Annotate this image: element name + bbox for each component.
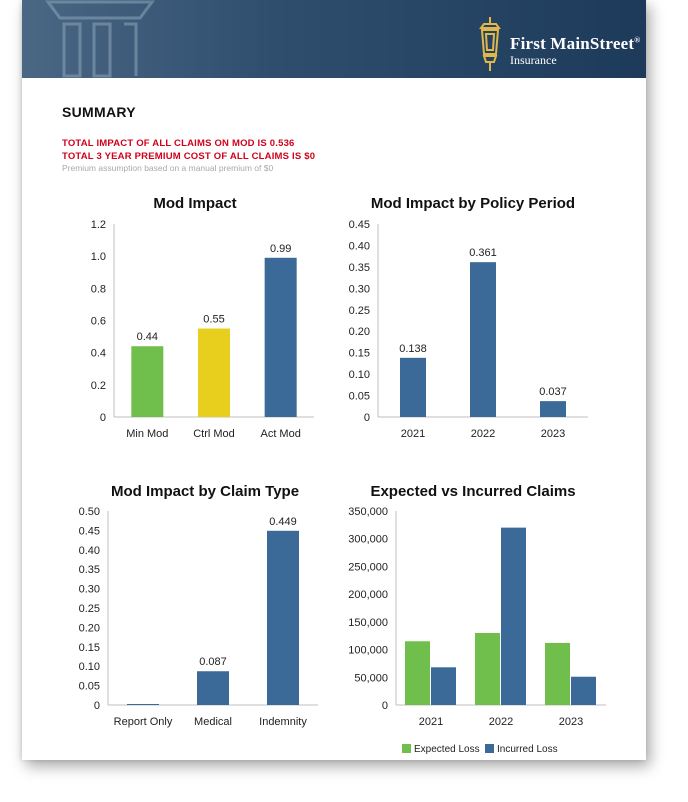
y-tick-label: 0	[382, 700, 388, 712]
y-tick-label: 250,000	[348, 561, 388, 573]
y-tick-label: 200,000	[348, 589, 388, 601]
chart-title: Mod Impact by Policy Period	[371, 195, 575, 212]
mod-impact-chart: Mod Impact 0 0.2 0.4 0.6 0.8 1.0 1.2 Min Mod 0.44…	[91, 195, 314, 440]
y-tick-label: 350,000	[348, 506, 388, 518]
y-tick-label: 0.50	[79, 506, 100, 518]
y-tick-label: 0.20	[79, 622, 100, 634]
bar	[475, 632, 500, 705]
x-tick-label: Indemnity	[259, 716, 307, 728]
x-tick-label: Medical	[194, 716, 232, 728]
mod-impact-by-policy-period-chart: Mod Impact by Policy Period 0 0.05 0.10 0.15…	[349, 195, 588, 440]
y-tick-label: 0.35	[79, 564, 100, 576]
data-label: 0.44	[137, 331, 158, 343]
y-tick-label: 0.6	[91, 316, 106, 328]
y-tick-label: 0.10	[79, 661, 100, 673]
y-tick-label: 0.15	[79, 642, 100, 654]
x-tick-label: 2023	[559, 716, 583, 728]
y-tick-label: 50,000	[354, 672, 388, 684]
legend-entry: Incurred Loss	[497, 744, 558, 755]
y-tick-label: 0.10	[349, 369, 370, 381]
x-tick-label: Act Mod	[260, 428, 300, 440]
total-mod-impact: TOTAL IMPACT OF ALL CLAIMS ON MOD IS 0.5…	[62, 138, 295, 149]
y-tick-label: 0.25	[79, 603, 100, 615]
report-page: First MainStreet® Insurance SUMMARY TOTA…	[22, 0, 646, 760]
x-tick-label: 2021	[419, 716, 443, 728]
x-tick-label: Min Mod	[126, 428, 168, 440]
data-label: 0.138	[399, 343, 427, 355]
y-tick-label: 0.45	[79, 525, 100, 537]
bar	[571, 676, 596, 705]
x-tick-label: 2022	[471, 428, 495, 440]
bar	[540, 401, 566, 417]
chart-title: Mod Impact	[153, 195, 236, 212]
x-tick-label: Report Only	[114, 716, 173, 728]
y-tick-label: 0.45	[349, 219, 370, 231]
y-tick-label: 0.30	[79, 584, 100, 596]
x-tick-label: Ctrl Mod	[193, 428, 235, 440]
bar	[198, 328, 230, 417]
header-banner: First MainStreet® Insurance	[22, 0, 646, 78]
bar	[400, 357, 426, 417]
premium-note: Premium assumption based on a manual pre…	[62, 163, 274, 173]
bar	[267, 530, 299, 705]
y-tick-label: 0.15	[349, 348, 370, 360]
y-tick-label: 300,000	[348, 534, 388, 546]
bar	[197, 671, 229, 705]
y-tick-label: 0.20	[349, 326, 370, 338]
data-label: 0.361	[469, 247, 497, 259]
bar	[127, 704, 159, 705]
y-tick-label: 0.35	[349, 262, 370, 274]
bar	[545, 642, 570, 705]
y-tick-label: 1.2	[91, 219, 106, 231]
y-tick-label: 0.40	[79, 545, 100, 557]
bar	[405, 641, 430, 705]
legend-swatch	[485, 744, 494, 753]
bar	[131, 346, 164, 417]
y-tick-label: 1.0	[91, 251, 106, 263]
y-tick-label: 150,000	[348, 617, 388, 629]
building-watermark-icon	[45, 0, 155, 78]
y-tick-label: 0.25	[349, 305, 370, 317]
data-label: 0.037	[539, 386, 567, 398]
expected-vs-incurred-chart: Expected vs Incurred Claims 0 50,000 100,00…	[348, 483, 606, 755]
y-tick-label: 0	[100, 412, 106, 424]
mod-impact-by-claim-type-chart: Mod Impact by Claim Type 0 0.05 0.10 0.15 0.2…	[79, 483, 318, 728]
chart-title: Expected vs Incurred Claims	[370, 483, 575, 500]
y-tick-label: 0.8	[91, 283, 106, 295]
bar	[470, 262, 496, 417]
y-tick-label: 0	[364, 412, 370, 424]
y-tick-label: 0.2	[91, 380, 106, 392]
total-premium-cost: TOTAL 3 YEAR PREMIUM COST OF ALL CLAIMS …	[62, 151, 316, 162]
y-tick-label: 100,000	[348, 645, 388, 657]
brand-subtitle: Insurance	[510, 53, 557, 67]
bar	[431, 667, 456, 705]
bar	[264, 257, 297, 417]
data-label: 0.55	[203, 314, 224, 326]
legend-swatch	[402, 744, 411, 753]
y-tick-label: 0.4	[91, 348, 106, 360]
data-label: 0.449	[269, 516, 297, 528]
x-tick-label: 2023	[541, 428, 565, 440]
chart-title: Mod Impact by Claim Type	[111, 483, 299, 500]
y-tick-label: 0.05	[79, 681, 100, 693]
y-tick-label: 0	[94, 700, 100, 712]
bar	[501, 527, 526, 705]
x-tick-label: 2022	[489, 716, 513, 728]
brand-name: First MainStreet®	[510, 34, 641, 53]
lantern-logo-icon	[479, 17, 501, 71]
legend-entry: Expected Loss	[414, 744, 480, 755]
y-tick-label: 0.30	[349, 283, 370, 295]
data-label: 0.087	[199, 656, 227, 668]
y-tick-label: 0.40	[349, 240, 370, 252]
y-tick-label: 0.05	[349, 391, 370, 403]
x-tick-label: 2021	[401, 428, 425, 440]
data-label: 0.99	[270, 243, 291, 255]
summary-title: SUMMARY	[62, 104, 136, 120]
